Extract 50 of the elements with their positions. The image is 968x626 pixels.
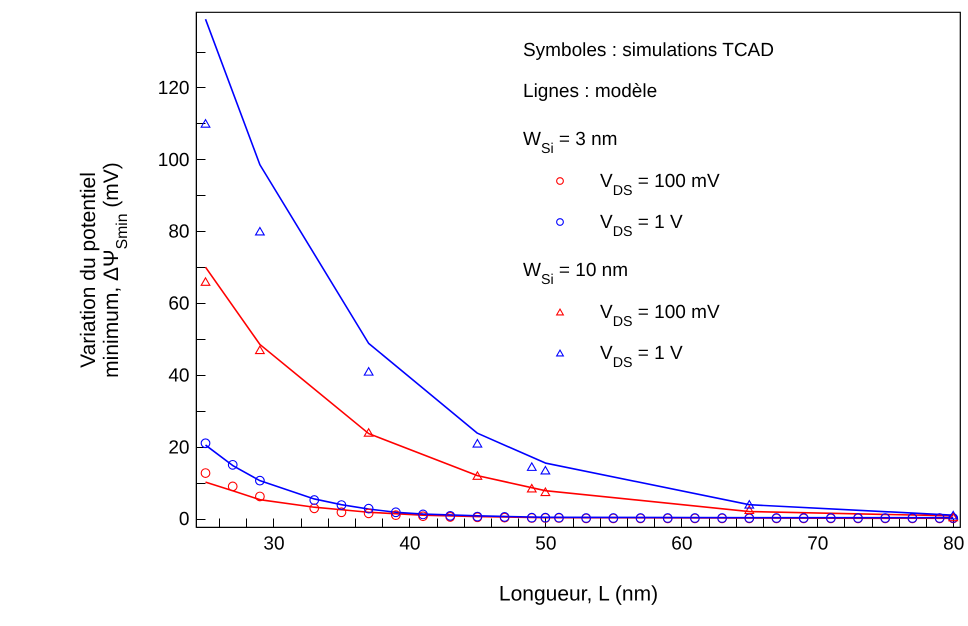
y-tick-label: 120: [158, 78, 190, 99]
point: [390, 510, 401, 520]
point: [200, 277, 210, 286]
point: [336, 507, 346, 518]
x-tick-label: 70: [807, 534, 828, 554]
point: [472, 438, 482, 448]
point: [364, 367, 374, 376]
y-tick-label: 100: [158, 150, 190, 171]
legend-label: V$_{DS}$ = 1 V: [600, 212, 683, 240]
point: [309, 495, 320, 505]
point: [540, 466, 550, 475]
point: [200, 438, 210, 448]
point: [364, 428, 374, 437]
point: [255, 346, 265, 354]
point: [255, 226, 265, 236]
point: [390, 507, 401, 518]
point: [744, 505, 754, 514]
point: [255, 476, 265, 486]
x-tick-label: 60: [671, 534, 692, 554]
point: [364, 508, 374, 518]
annotation: Lignes : modèle: [523, 81, 658, 102]
point: [309, 503, 320, 514]
annotation: W$_{Si}$ = 3 nm: [523, 129, 618, 157]
y-tick-label: 20: [168, 437, 190, 458]
x-axis-title: Longueur, L (nm): [498, 582, 658, 606]
y-tick-label: 60: [168, 294, 190, 315]
annotation: Symboles : simulations TCAD: [523, 40, 774, 61]
point: [744, 500, 754, 509]
point: [200, 119, 210, 128]
point: [472, 471, 482, 480]
y-tick-label: 80: [168, 222, 190, 243]
point: [540, 487, 550, 496]
point: [228, 482, 238, 492]
x-tick-label: 50: [535, 534, 556, 554]
legend-label: V$_{DS}$ = 100 mV: [600, 302, 720, 330]
point: [255, 492, 265, 502]
point: [336, 500, 346, 510]
point: [526, 484, 537, 492]
point: [364, 504, 374, 514]
point: [526, 462, 537, 471]
y-tick-label: 40: [168, 365, 190, 386]
x-tick-label: 80: [943, 534, 964, 554]
point: [228, 460, 238, 470]
y-tick-label: 0: [178, 509, 190, 530]
legend-label: V$_{DS}$ = 100 mV: [600, 171, 720, 199]
annotation: W$_{Si}$ = 10 nm: [523, 260, 628, 288]
x-tick-label: 30: [263, 534, 285, 554]
x-tick-label: 40: [399, 534, 420, 554]
point: [200, 468, 210, 478]
legend-label: V$_{DS}$ = 1 V: [600, 343, 683, 371]
